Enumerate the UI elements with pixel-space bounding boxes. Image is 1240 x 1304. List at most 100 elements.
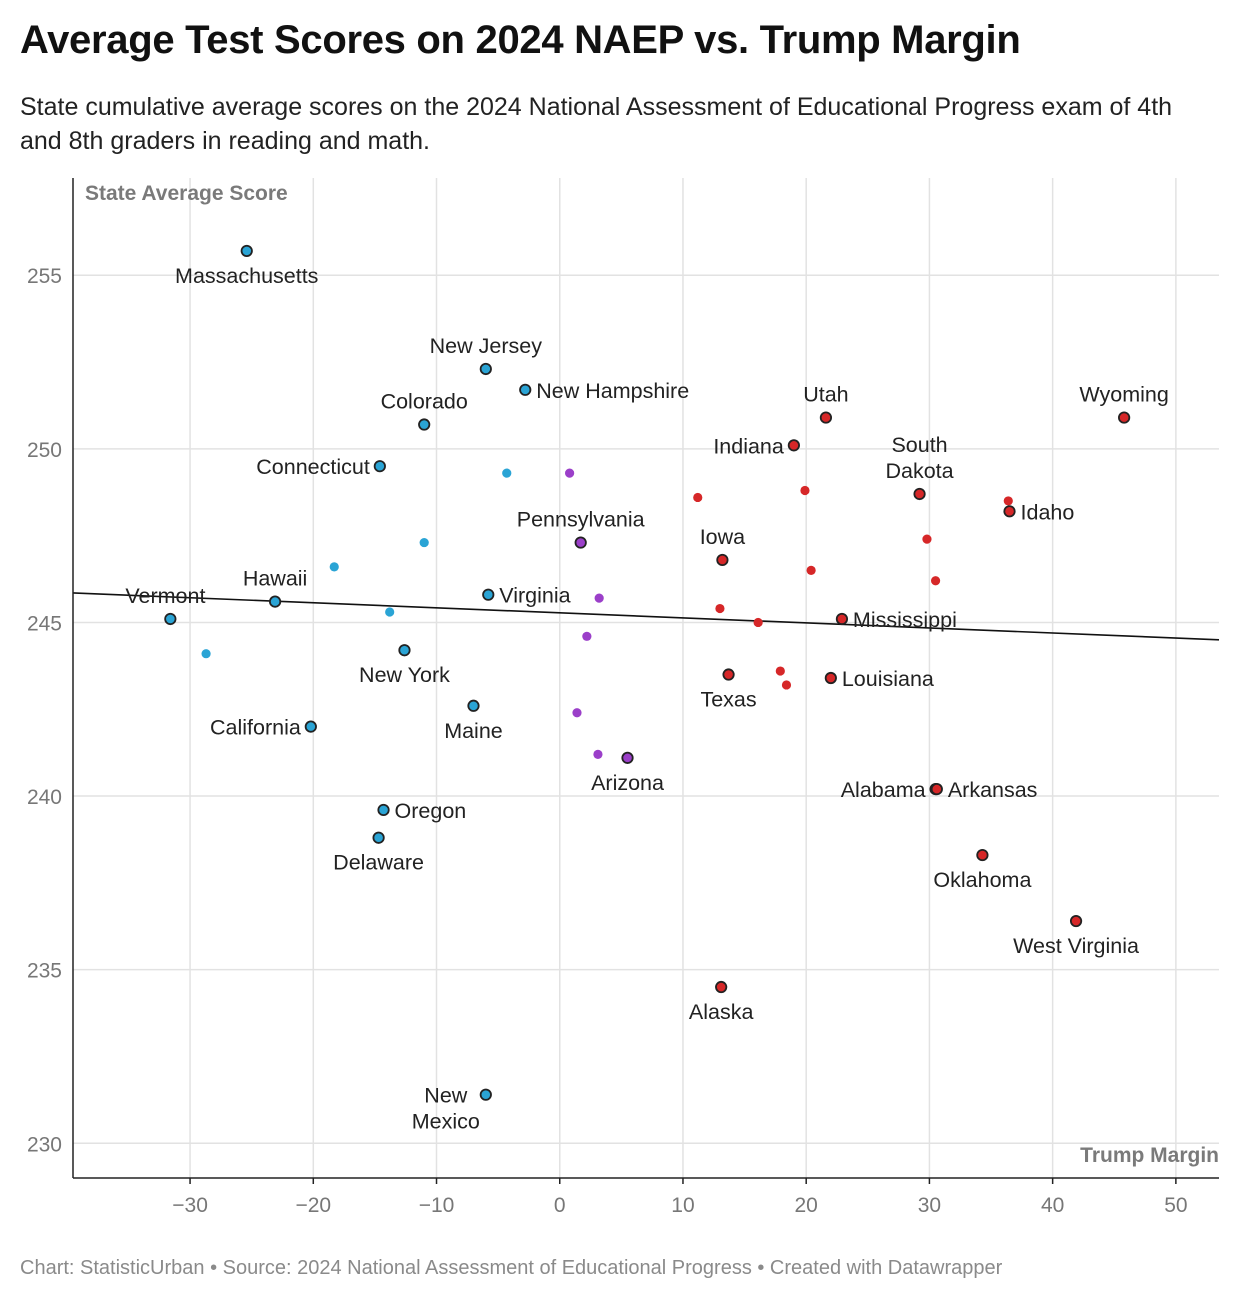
data-point: [775, 666, 785, 676]
data-point-utah: [819, 411, 833, 424]
point-label: Virginia: [499, 584, 570, 608]
data-point-connecticut: [373, 460, 386, 473]
x-tick-label: −30: [172, 1194, 208, 1217]
y-tick-label: 250: [27, 439, 62, 462]
point-label: Delaware: [333, 851, 424, 875]
data-point: [594, 593, 604, 603]
point-label: Iowa: [700, 525, 745, 549]
data-point-wyoming: [1118, 411, 1131, 424]
data-point-texas: [722, 668, 735, 681]
data-point-maine: [467, 699, 480, 712]
x-tick-label: 0: [554, 1194, 566, 1217]
data-point-alaska: [715, 980, 728, 994]
data-point: [781, 680, 792, 690]
point-label: Mississippi: [853, 608, 957, 632]
data-point: [419, 537, 429, 548]
chart-title: Average Test Scores on 2024 NAEP vs. Tru…: [20, 18, 1021, 62]
x-tick-label: 50: [1164, 1194, 1187, 1217]
point-label: New Hampshire: [536, 379, 689, 403]
chart-subtitle: State cumulative average scores on the 2…: [20, 93, 1173, 155]
data-point-oklahoma: [976, 848, 989, 862]
point-label: New York: [359, 663, 450, 687]
data-point: [385, 607, 395, 617]
x-tick-label: −10: [419, 1194, 455, 1217]
point-label: Texas: [700, 688, 756, 712]
data-point: [753, 617, 763, 628]
y-axis-title: State Average Score: [85, 182, 288, 205]
data-point-arizona: [621, 751, 634, 764]
point-label: Utah: [803, 383, 848, 407]
data-point-massachusetts: [240, 244, 253, 258]
data-point-oregon: [377, 803, 390, 817]
data-point: [1003, 496, 1013, 506]
data-point: [930, 576, 941, 586]
point-label: Oregon: [395, 799, 467, 823]
data-point-iowa: [716, 553, 729, 567]
point-label: California: [210, 716, 301, 740]
point-label: Arkansas: [948, 778, 1038, 802]
point-label: Idaho: [1021, 500, 1075, 524]
trendline-group: [72, 592, 1220, 641]
y-tick-label: 230: [27, 1133, 62, 1156]
x-tick-label: 20: [795, 1194, 818, 1217]
point-labels: Massachusetts New Jersey New Hampshire Colo…: [125, 264, 1168, 1134]
data-point-hawaii: [268, 595, 282, 608]
point-label: Alaska: [689, 1000, 754, 1024]
gridlines: −30 −20 −10 0 10 20 30 40 50 230 235 240 245 250 255: [27, 178, 1219, 1217]
data-point-new-york: [398, 644, 411, 657]
x-tick-label: 30: [918, 1194, 941, 1217]
point-label: Oklahoma: [933, 868, 1031, 892]
data-point: [593, 749, 603, 759]
point-label: Massachusetts: [175, 264, 318, 288]
data-point: [806, 565, 816, 575]
data-point-idaho: [1003, 505, 1016, 518]
data-point: [582, 631, 592, 641]
data-point-new-mexico: [479, 1088, 492, 1101]
data-point: [800, 485, 810, 496]
point-label: Alabama: [841, 778, 926, 802]
data-point-south-dakota: [913, 487, 926, 501]
data-point-virginia: [482, 588, 495, 601]
scatter-chart: −30 −20 −10 0 10 20 30 40 50 230 235 240 245 250 255 M…: [27, 178, 1220, 1217]
point-label: Louisiana: [842, 667, 934, 691]
point-label: Indiana: [713, 434, 784, 458]
point-label: Maine: [444, 719, 503, 743]
data-points: [164, 244, 1131, 1101]
y-tick-label: 235: [27, 960, 62, 983]
data-point-louisiana: [824, 671, 837, 685]
data-point-mississippi: [835, 612, 849, 626]
data-point-new-hampshire: [519, 383, 532, 396]
data-point-indiana: [787, 439, 800, 452]
data-point-pennsylvania: [574, 536, 587, 549]
point-label: Arizona: [591, 771, 664, 795]
data-point: [572, 708, 582, 718]
data-point-vermont: [164, 612, 177, 626]
data-point-colorado: [418, 418, 431, 431]
axes: [72, 178, 1219, 1184]
data-point: [693, 492, 703, 503]
data-point: [922, 534, 932, 544]
x-tick-label: 40: [1041, 1194, 1064, 1217]
y-tick-label: 240: [27, 786, 62, 809]
data-point: [715, 603, 725, 614]
point-label: Vermont: [125, 584, 205, 608]
point-label: West Virginia: [1013, 934, 1139, 958]
chart-footer: Chart: StatisticUrban • Source: 2024 Nat…: [20, 1257, 1003, 1279]
point-label: Connecticut: [256, 455, 370, 479]
x-tick-label: −20: [295, 1194, 331, 1217]
point-label: Hawaii: [243, 567, 308, 591]
data-point-california: [304, 720, 317, 733]
data-point: [329, 562, 339, 572]
data-point-arkansas: [930, 783, 943, 796]
x-axis-title: Trump Margin: [1080, 1144, 1219, 1167]
data-point-west-virginia: [1069, 914, 1083, 928]
point-label: South Dakota: [885, 433, 953, 483]
data-point-delaware: [372, 831, 385, 844]
data-point: [565, 468, 575, 478]
y-tick-label: 255: [27, 265, 62, 288]
y-tick-label: 245: [27, 612, 62, 635]
data-point-new-jersey: [479, 362, 492, 376]
trendline: [72, 592, 1220, 641]
data-point: [502, 468, 512, 478]
data-point: [201, 649, 211, 659]
